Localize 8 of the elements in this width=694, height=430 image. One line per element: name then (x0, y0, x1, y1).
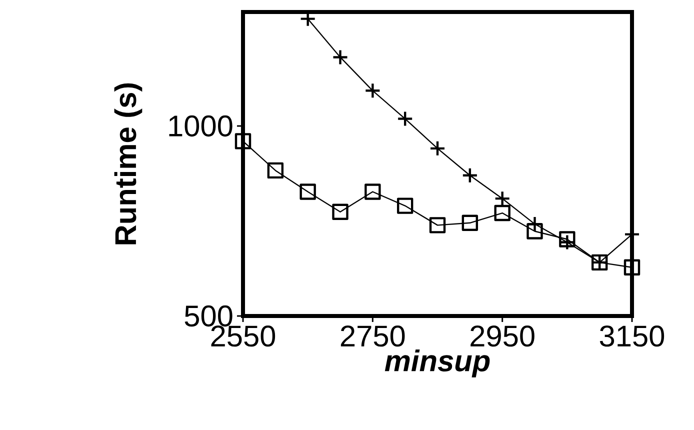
x-axis-title: minsup (384, 350, 490, 378)
x-tick-label: 3150 (600, 326, 664, 347)
x-tick-label: 2550 (211, 326, 276, 347)
x-tick-label: 2950 (470, 326, 534, 347)
y-tick-label: 500 (184, 305, 232, 327)
x-tick-label: 2750 (340, 326, 405, 347)
y-axis-title: Runtime (s) (114, 83, 142, 244)
y-tick-label: 1000 (169, 115, 232, 137)
